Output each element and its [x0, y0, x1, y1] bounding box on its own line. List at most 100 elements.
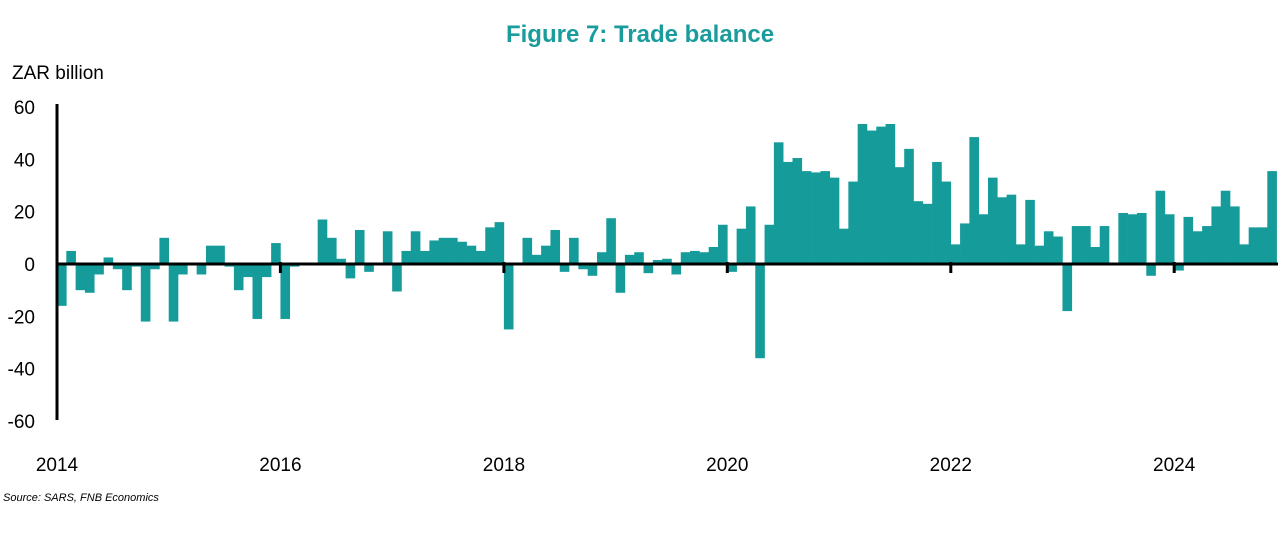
bar-month-85: [839, 228, 849, 265]
bar-month-33: [354, 229, 365, 264]
x-tick-label: 2014: [36, 455, 79, 476]
bar-month-25: [280, 264, 291, 319]
bar-month-37: [392, 264, 402, 292]
x-tick-label: 2022: [930, 455, 972, 476]
bar-month-128: [1239, 244, 1249, 265]
bar-month-49: [503, 264, 514, 330]
bar-month-45: [466, 245, 477, 264]
bar-month-109: [1062, 264, 1073, 312]
bar-month-70: [699, 252, 709, 264]
bar-month-5: [94, 264, 104, 275]
bar-month-90: [885, 124, 896, 264]
bar-month-87: [857, 124, 868, 264]
bar-month-61: [615, 264, 626, 293]
bar-month-103: [1006, 194, 1017, 264]
bar-month-62: [624, 254, 635, 264]
source-note: Source: SARS, FNB Economics: [3, 492, 159, 504]
bar-month-34: [364, 264, 374, 272]
bar-month-42: [438, 237, 449, 264]
bar-month-55: [559, 264, 570, 272]
x-tick-marks: [278, 262, 1176, 273]
bar-month-12: [159, 237, 170, 264]
bar-month-105: [1025, 199, 1035, 264]
y-tick-label: 20: [14, 203, 35, 224]
bar-month-107: [1043, 231, 1054, 264]
bar-month-47: [485, 227, 495, 264]
bar-month-81: [801, 171, 812, 264]
bar-month-106: [1034, 245, 1045, 264]
bar-month-11: [150, 264, 160, 270]
bar-month-123: [1192, 231, 1203, 264]
bar-month-48: [494, 222, 505, 264]
bar-month-39: [410, 231, 421, 264]
bar-month-74: [736, 228, 747, 265]
bar-month-51: [522, 237, 533, 264]
bar-month-93: [913, 201, 924, 264]
bar-month-68: [680, 252, 691, 264]
bar-month-58: [587, 264, 598, 276]
bar-month-69: [690, 250, 700, 264]
bar-month-126: [1220, 190, 1231, 264]
bar-month-117: [1136, 212, 1147, 264]
bar-month-88: [866, 130, 877, 264]
bar-month-118: [1146, 264, 1156, 276]
bar-month-83: [820, 171, 831, 264]
bar-month-113: [1099, 226, 1110, 264]
bar-month-3: [75, 264, 86, 291]
bar-month-44: [457, 241, 467, 264]
bar-month-10: [140, 264, 151, 322]
bar-month-131: [1267, 171, 1277, 264]
bar-month-110: [1071, 226, 1082, 264]
bar-month-53: [541, 245, 551, 264]
bar-month-75: [745, 206, 756, 264]
bar-month-100: [978, 214, 989, 264]
bar-month-59: [596, 252, 607, 264]
bar-month-78: [773, 142, 784, 264]
bar-month-72: [718, 224, 728, 264]
bar-month-108: [1053, 236, 1063, 265]
bar-month-91: [894, 167, 905, 264]
bar-month-76: [755, 264, 765, 359]
bar-month-18: [215, 245, 225, 264]
bar-month-104: [1015, 244, 1026, 265]
bar-month-24: [271, 243, 281, 264]
bar-month-101: [988, 177, 998, 264]
bar-month-112: [1090, 246, 1101, 264]
bar-month-60: [606, 218, 616, 264]
bar-month-52: [531, 254, 542, 264]
bar-month-6: [103, 257, 114, 264]
bar-month-31: [336, 258, 346, 264]
bar-month-102: [997, 197, 1007, 264]
bar-month-4: [84, 264, 95, 293]
bar-month-36: [382, 231, 393, 264]
bar-month-95: [932, 161, 942, 264]
y-tick-label: -60: [8, 412, 35, 433]
bar-month-125: [1211, 206, 1222, 264]
bar-month-96: [941, 181, 952, 264]
y-tick-label: 40: [14, 150, 35, 171]
x-tick-label: 2016: [259, 455, 301, 476]
bar-month-30: [326, 237, 337, 264]
bar-month-82: [811, 172, 821, 264]
y-tick-label: 0: [24, 255, 35, 276]
bar-month-40: [420, 250, 430, 264]
bar-month-129: [1248, 227, 1259, 264]
bar-month-13: [168, 264, 179, 322]
bar-month-67: [671, 264, 682, 275]
y-tick-label: -40: [8, 360, 35, 381]
bar-month-41: [429, 240, 440, 264]
bar-month-116: [1127, 214, 1138, 264]
bar-month-115: [1118, 212, 1128, 264]
bar-month-127: [1230, 206, 1240, 264]
bar-month-97: [950, 244, 961, 265]
bar-month-80: [792, 158, 803, 264]
bar-month-1: [57, 264, 67, 306]
bar-month-43: [448, 237, 458, 264]
bar-month-99: [969, 137, 979, 264]
bar-month-73: [727, 264, 737, 272]
bar-month-65: [652, 260, 663, 264]
bar-month-2: [66, 250, 76, 264]
bar-month-29: [317, 219, 328, 264]
bars: [57, 124, 1277, 359]
bar-month-14: [178, 264, 188, 275]
